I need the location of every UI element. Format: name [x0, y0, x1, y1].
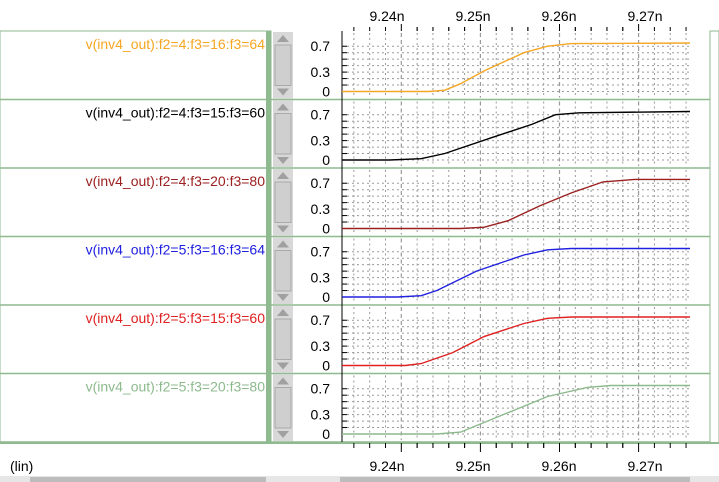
panel-scrollbar-5[interactable] [273, 306, 293, 373]
waveform-trace-3 [342, 178, 690, 230]
signal-label-4[interactable]: v(inv4_out):f2=5:f3=16:f3=64 [86, 242, 266, 258]
top-tick-label-4: 9.27n [627, 8, 662, 24]
grid [342, 33, 690, 98]
scroll-up-arrow-icon[interactable] [277, 103, 289, 111]
scroll-down-arrow-icon[interactable] [277, 362, 289, 370]
scroll-up-arrow-icon[interactable] [277, 309, 289, 316]
scroll-down-arrow-icon[interactable] [277, 225, 289, 233]
y-tick-label: 0.3 [311, 64, 331, 80]
bottom-axis: 9.24n 9.25n 9.26n 9.27n (lin) [0, 442, 719, 474]
right-border [709, 30, 719, 444]
panel-scrollbar-4[interactable] [273, 237, 293, 305]
scroll-thumb[interactable] [274, 44, 292, 86]
y-tick-label: 0.7 [311, 312, 331, 328]
y-tick-label: 0.3 [311, 133, 331, 149]
y-tick-label: 0.7 [311, 175, 331, 191]
grid [342, 170, 690, 235]
top-axis: 9.24n 9.25n 9.26n 9.27n [353, 8, 687, 31]
panel-3: v(inv4_out):f2=4:f3=20:f3=80 0.7 0.3 0 [0, 168, 719, 238]
waveform-trace-5 [342, 316, 690, 367]
x-scale-label: (lin) [10, 458, 33, 474]
panel-1: v(inv4_out):f2=4:f3=16:f3=64 0.7 0.3 0 [0, 31, 719, 101]
y-tick-label: 0 [322, 426, 330, 442]
scroll-up-arrow-icon[interactable] [277, 377, 289, 385]
scroll-thumb[interactable] [274, 181, 292, 223]
horizontal-scrollbar[interactable] [0, 476, 719, 482]
y-tick-label: 0.3 [311, 201, 331, 217]
y-tick-label: 0.7 [311, 381, 331, 397]
grid [342, 375, 690, 440]
waveform-trace-1 [342, 42, 691, 93]
bottom-tick-label-1: 9.24n [369, 458, 404, 474]
scroll-down-arrow-icon[interactable] [277, 294, 289, 301]
top-tick-marks [353, 24, 687, 31]
scroll-thumb[interactable] [274, 250, 292, 292]
grid [342, 238, 690, 303]
signal-label-5[interactable]: v(inv4_out):f2=5:f3=15:f3=60 [86, 310, 266, 326]
scroll-thumb[interactable] [274, 318, 292, 360]
scroll-down-arrow-icon[interactable] [277, 431, 289, 438]
y-tick-label: 0 [322, 289, 330, 305]
panel-scrollbar-2[interactable] [273, 100, 293, 168]
panel-scrollbar-3[interactable] [273, 169, 293, 236]
horizontal-scroll-thumb[interactable] [30, 477, 266, 482]
signal-label-1[interactable]: v(inv4_out):f2=4:f3=16:f3=64 [86, 36, 266, 52]
scroll-up-arrow-icon[interactable] [277, 240, 289, 248]
panel-scrollbar-6[interactable] [273, 374, 293, 442]
y-tick-label: 0 [322, 84, 330, 100]
scroll-down-arrow-icon[interactable] [277, 88, 289, 96]
scroll-thumb[interactable] [274, 113, 292, 155]
signal-label-3[interactable]: v(inv4_out):f2=4:f3=20:f3=80 [86, 173, 266, 189]
y-tick-label: 0.3 [311, 338, 331, 354]
waveform-trace-6 [342, 384, 690, 435]
y-tick-label: 0.7 [311, 107, 331, 123]
grid [342, 307, 690, 372]
y-tick-label: 0 [322, 221, 330, 237]
bottom-tick-marks [353, 443, 687, 452]
y-tick-label: 0.7 [311, 244, 331, 260]
y-tick-label: 0 [322, 358, 330, 374]
signal-label-6[interactable]: v(inv4_out):f2=5:f3=20:f3=80 [86, 379, 266, 395]
signal-label-2[interactable]: v(inv4_out):f2=4:f3=15:f3=60 [86, 105, 266, 121]
waveform-trace-2 [342, 110, 691, 161]
horizontal-scroll-thumb-right[interactable] [340, 477, 690, 482]
scroll-thumb[interactable] [274, 387, 292, 429]
bottom-tick-label-3: 9.26n [541, 458, 576, 474]
panel-2: v(inv4_out):f2=4:f3=15:f3=60 0.7 0.3 0 [0, 99, 719, 169]
y-tick-label: 0.3 [311, 407, 331, 423]
bottom-tick-label-2: 9.25n [455, 458, 490, 474]
top-tick-label-2: 9.25n [455, 8, 490, 24]
top-tick-label-1: 9.24n [369, 8, 404, 24]
y-tick-label: 0.7 [311, 38, 331, 54]
top-tick-label-3: 9.26n [541, 8, 576, 24]
scroll-up-arrow-icon[interactable] [277, 172, 289, 179]
scroll-up-arrow-icon[interactable] [277, 35, 289, 42]
scroll-down-arrow-icon[interactable] [277, 157, 289, 164]
panel-4: v(inv4_out):f2=5:f3=16:f3=64 0.7 0.3 0 [0, 236, 719, 306]
y-tick-label: 0.3 [311, 270, 331, 286]
panel-scrollbar-1[interactable] [273, 32, 293, 99]
y-tick-label: 0 [322, 152, 330, 168]
waveform-trace-4 [342, 247, 690, 298]
panel-5: v(inv4_out):f2=5:f3=15:f3=60 0.7 0.3 0 [0, 305, 719, 375]
bottom-tick-label-4: 9.27n [627, 458, 662, 474]
